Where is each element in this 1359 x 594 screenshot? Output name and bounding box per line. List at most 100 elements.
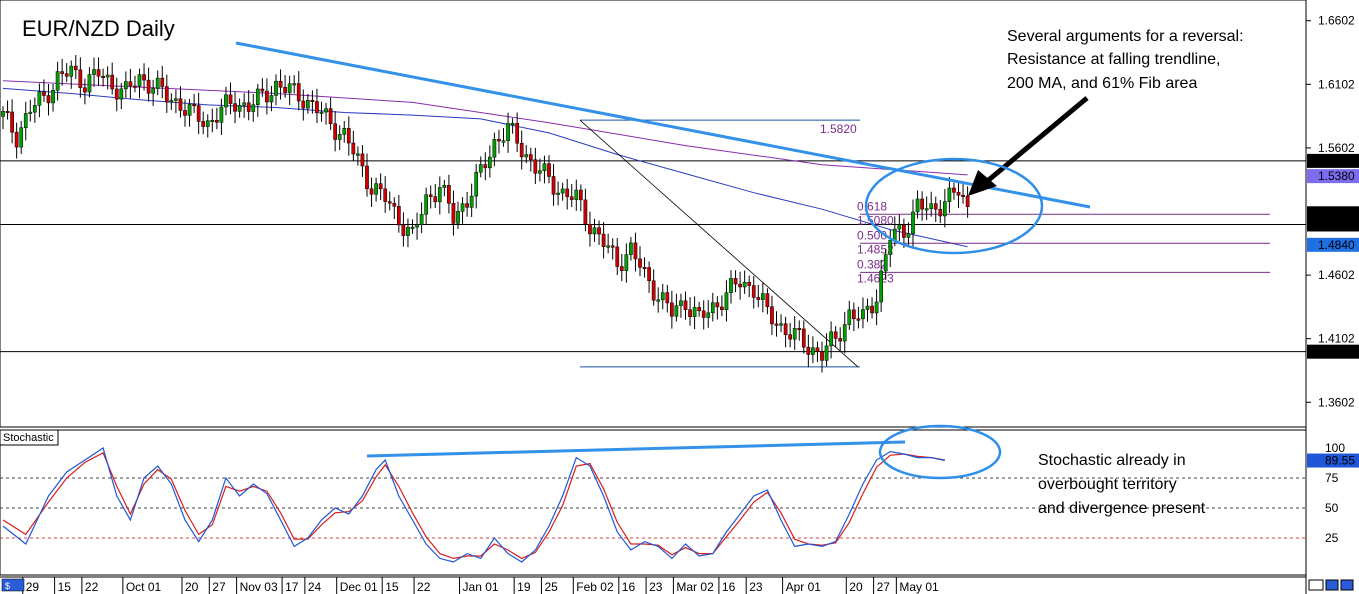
reversal-annotation-line-1: Several arguments for a reversal: [1007,28,1244,45]
x-tick-label-15: 15 [58,580,72,594]
candle-body [815,347,820,352]
candle-body [237,104,242,112]
candle-body [897,224,902,230]
candle-body [870,305,874,314]
candle-body [451,203,456,224]
candle-body [183,110,187,116]
candle-body [556,192,560,195]
candle-body [742,281,747,288]
candle-body [920,198,924,210]
price-tag-1.5088 [1307,206,1359,221]
candle-body [551,176,556,195]
candle-body [187,104,192,116]
candle-body [660,292,665,301]
candle-body [847,309,852,325]
x-tick-label-Mar-02: Mar 02 [676,580,714,594]
x-tick-label-23: 23 [749,580,763,594]
candle-body [478,164,483,173]
candle-body [679,300,683,306]
candle-body [833,331,838,339]
candle-body [842,324,847,342]
candle-body [228,94,233,104]
candle-body [501,140,506,143]
candle-body [460,203,465,212]
candle-body [801,328,806,348]
candle-body [92,69,96,75]
candle-body [287,83,292,93]
candle-body [720,306,724,310]
x-tick-label-Dec-01: Dec 01 [340,580,378,594]
candle-body [78,69,83,89]
candle-body [542,163,547,171]
candle-body [761,293,765,300]
stochastic-annotation-line-3: and divergence present [1038,500,1206,517]
candle-body [729,278,733,293]
candle-body [906,233,911,238]
fib-ratio-label-0.500: 0.500 [857,228,887,242]
candle-body [428,194,433,197]
candle-body [60,71,64,74]
candle-body [274,80,278,96]
level-tag-1.5500 [1307,153,1359,168]
x-tick-label-29: 29 [26,580,40,594]
fib-price-label-0.382: 1.4623 [857,271,894,285]
price-tag-label-1.4840: 1.4840 [1318,238,1355,252]
x-tick-label-Oct-01: Oct 01 [126,580,162,594]
candle-body [560,188,565,194]
candle-body [242,102,247,106]
candle-body [365,165,369,190]
candle-body [861,309,865,320]
candle-body [774,323,779,326]
price-tag-label-1.5088: 1.5088 [1318,206,1355,220]
candle-body [692,307,697,317]
candle-body [1,111,5,117]
candle-body [892,228,897,241]
candle-body [356,153,360,156]
candle-body [210,120,215,123]
candle-body [14,131,19,148]
candle-body [260,88,265,92]
window-restore-icon[interactable] [1325,579,1339,591]
fib-diagonal-line [579,119,859,368]
candle-body [933,203,938,210]
candle-body [915,198,920,213]
candle-body [324,108,328,113]
candle-body [528,154,533,160]
candle-body [879,270,883,303]
reversal-annotation-line-2: Resistance at falling trendline, [1007,51,1220,68]
candle-body [647,267,651,282]
candle-body [788,334,792,340]
candle-body [46,95,51,104]
menu-icon[interactable] [1308,579,1324,591]
window-close-icon[interactable] [1340,579,1354,591]
candle-body [401,224,406,236]
candle-body [588,223,592,235]
x-tick-label-24: 24 [308,580,322,594]
candle-body [219,106,224,123]
candle-body [956,192,961,196]
price-tag-1.5380 [1307,169,1359,184]
candle-body [164,86,169,103]
x-tick-label-22: 22 [417,580,431,594]
candle-body [829,331,833,347]
candle-body [83,87,87,93]
candle-body [37,91,42,106]
x-tick-label-17: 17 [285,580,299,594]
candle-body [688,309,692,317]
candle-body [651,280,656,301]
x-tick-label-15: 15 [385,580,399,594]
candle-body [924,208,929,211]
candle-body [87,74,92,93]
candle-body [246,102,251,112]
x-tick-label-20: 20 [849,580,863,594]
candle-body [965,195,970,207]
overbought-circle [878,424,1002,480]
candle-body [28,111,33,114]
currency-icon[interactable] [1,578,25,592]
candle-body [488,156,492,169]
candle-body [947,187,952,202]
candle-body [342,128,347,135]
candle-body [633,242,638,260]
